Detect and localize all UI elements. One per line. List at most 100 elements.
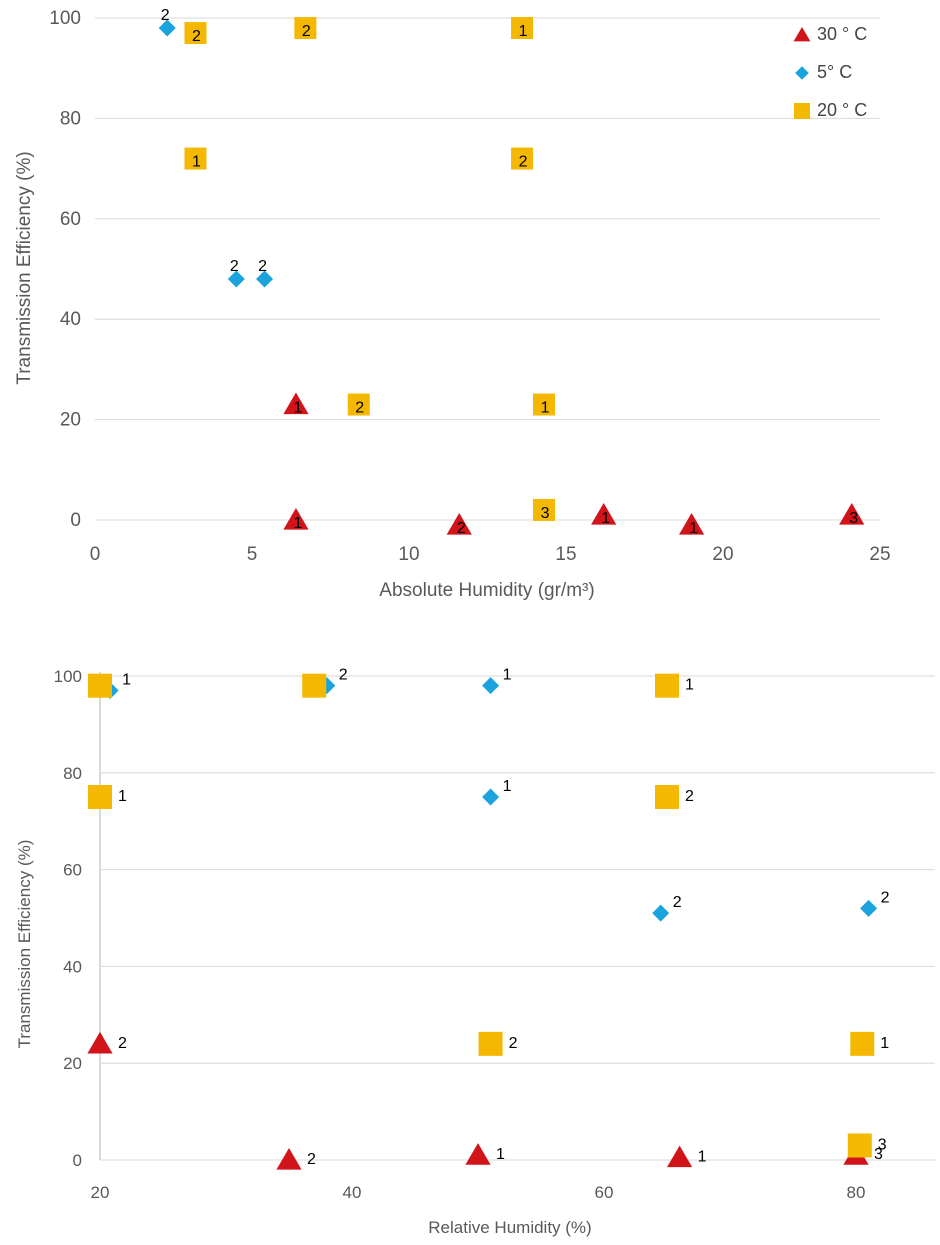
series-0: 1 1 2 1 1 3 (283, 392, 865, 537)
point-label: 1 (519, 23, 528, 40)
data-point (511, 147, 534, 170)
data-point (478, 1031, 503, 1056)
data-point (482, 677, 500, 695)
y-axis-title: Transmission Efficiency (%) (15, 840, 34, 1049)
x-tick-label: 15 (555, 544, 576, 565)
point-label: 2 (339, 667, 348, 684)
data-point (184, 22, 207, 45)
x-tick-label: 80 (847, 1183, 866, 1202)
data-point (256, 270, 274, 288)
point-label: 1 (601, 510, 610, 527)
data-point (533, 393, 556, 416)
point-label: 3 (849, 510, 858, 527)
data-point (227, 270, 245, 288)
chart-relative-humidity: 0 20 40 60 80 100 20 40 60 80 Relative Humidity (%… (0, 616, 940, 1245)
point-label: 3 (541, 505, 550, 522)
data-point (667, 1145, 693, 1168)
point-label: 1 (880, 1035, 889, 1052)
point-label: 3 (878, 1136, 887, 1153)
point-label: 2 (192, 28, 201, 45)
x-tick-label: 10 (398, 544, 419, 565)
data-point (847, 1133, 872, 1158)
legend-swatch (794, 102, 810, 119)
legend-marker (794, 102, 810, 119)
point-label: 1 (118, 788, 127, 805)
data-point (655, 673, 679, 698)
x-tick-label: 60 (595, 1183, 614, 1202)
point-label: 2 (519, 154, 528, 171)
point-label: 3 (874, 1146, 883, 1163)
point-label: 1 (503, 778, 512, 795)
y-tick-label: 40 (63, 957, 82, 976)
point-label: 2 (161, 7, 170, 24)
point-label: 2 (230, 258, 239, 275)
point-label: 1 (698, 1149, 707, 1166)
x-axis-title: Absolute Humidity (gr/m³) (379, 580, 594, 601)
x-axis-title: Relative Humidity (%) (428, 1218, 591, 1237)
data-point (511, 17, 534, 40)
point-label: 1 (496, 1146, 505, 1163)
data-point (302, 673, 327, 698)
data-point (839, 502, 865, 525)
point-label: 1 (192, 154, 201, 171)
y-tick-label: 60 (63, 861, 82, 880)
x-tick-label: 20 (712, 544, 733, 565)
y-tick-label: 60 (60, 209, 81, 230)
data-point (283, 508, 309, 530)
series-2: 1 1 2 2 1 3 (88, 673, 889, 1158)
legend-marker (793, 26, 811, 41)
x-tick-label: 25 (869, 544, 890, 565)
legend-swatch (795, 65, 809, 80)
data-point (158, 19, 176, 37)
data-point (591, 502, 617, 525)
legend-label: 20 ° C (817, 100, 868, 120)
data-point (533, 498, 556, 521)
data-point (276, 1148, 302, 1170)
legend-label: 5° C (817, 62, 853, 82)
series-1: 1 2 1 1 2 2 (101, 667, 890, 922)
data-point (88, 785, 112, 809)
legend-swatch (793, 26, 811, 41)
y-axis-title: Transmission Efficiency (%) (14, 151, 35, 384)
data-point (860, 899, 878, 917)
point-label: 1 (122, 672, 131, 689)
data-point (446, 513, 472, 535)
point-label: 2 (355, 400, 364, 417)
data-point (655, 785, 679, 809)
y-tick-label: 20 (63, 1054, 82, 1073)
data-point (652, 904, 670, 922)
data-point (482, 788, 500, 806)
point-label: 1 (689, 520, 698, 537)
y-tick-label: 0 (70, 510, 81, 531)
point-label: 1 (503, 667, 512, 684)
data-point (465, 1143, 491, 1165)
y-tick-label: 0 (73, 1151, 82, 1170)
legend-entry: 30 ° C (793, 24, 867, 45)
y-tick-label: 100 (49, 8, 81, 29)
y-tick-label: 80 (60, 108, 81, 129)
y-tick-label: 80 (63, 764, 82, 783)
legend-entry: 5° C (793, 62, 852, 83)
point-label: 2 (881, 889, 890, 906)
point-label: 2 (509, 1035, 518, 1052)
point-label: 1 (685, 677, 694, 694)
legend-label: 30 ° C (817, 24, 868, 44)
point-label: 2 (685, 788, 694, 805)
scatter-plot-absolute-humidity: 0 20 40 60 80 100 0 5 10 15 20 25 Absolute Humidity … (14, 7, 891, 601)
data-point (184, 147, 207, 170)
point-label: 2 (302, 23, 311, 40)
point-label: 1 (541, 400, 550, 417)
point-label: 2 (457, 520, 466, 537)
y-tick-label: 100 (54, 667, 82, 686)
data-point (294, 17, 317, 40)
point-label: 1 (294, 400, 303, 417)
data-point (850, 1031, 875, 1056)
x-tick-label: 20 (91, 1183, 110, 1202)
x-tick-label: 5 (247, 544, 258, 565)
x-tick-label: 0 (90, 544, 101, 565)
x-tick-label: 40 (343, 1183, 362, 1202)
legend-marker (795, 65, 809, 80)
data-point (87, 1031, 113, 1054)
data-point (283, 392, 309, 415)
point-label: 2 (118, 1035, 127, 1052)
